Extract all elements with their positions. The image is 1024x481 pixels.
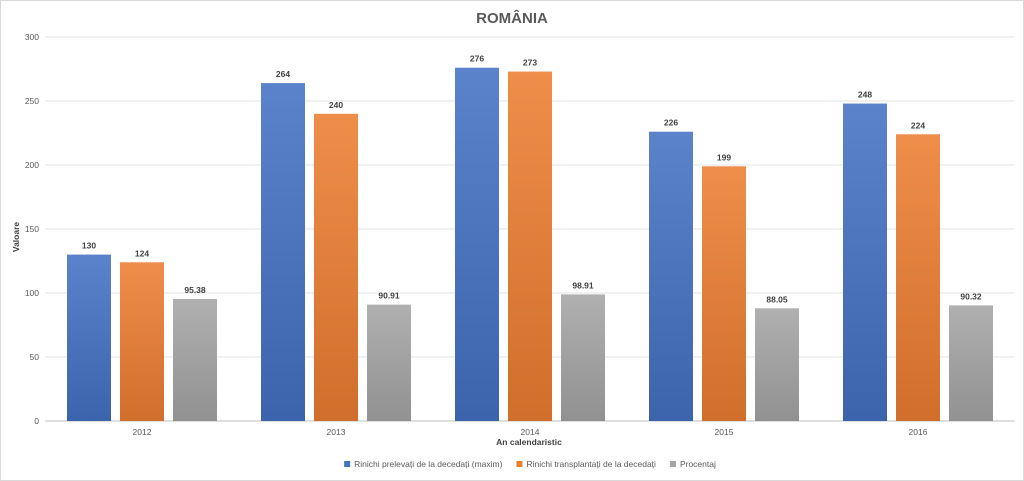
legend-item: Rinichi transplantați de la decedați [516, 459, 656, 469]
y-axis-label: Valoare [11, 222, 21, 253]
legend-label: Rinichi prelevați de la decedați (maxim) [354, 459, 503, 469]
bar-2012-series-1 [67, 254, 111, 421]
chart-title: ROMÂNIA [476, 9, 548, 27]
data-label: 224 [911, 120, 925, 130]
data-label: 226 [664, 118, 678, 128]
legend-swatch [516, 461, 523, 467]
data-label: 124 [135, 248, 149, 258]
data-label: 199 [717, 152, 731, 162]
data-label: 264 [276, 69, 290, 79]
x-axis-ticks: 2012 2013 2014 2015 2016 [133, 427, 928, 437]
y-tick-label: 50 [30, 352, 40, 362]
y-tick-label: 200 [25, 160, 39, 170]
bar-2016-series-1 [843, 103, 887, 421]
y-tick-label: 100 [25, 288, 39, 298]
legend-label: Procentaj [680, 459, 716, 469]
bar-2013-series-1 [261, 83, 305, 421]
bar-2016-series-3 [949, 305, 993, 421]
bar-2014-series-1 [455, 67, 499, 421]
y-tick-label: 150 [25, 224, 39, 234]
data-label: 130 [82, 241, 96, 251]
x-tick-label: 2015 [715, 427, 734, 437]
legend-swatch [669, 461, 676, 467]
bar-2014-series-3 [561, 294, 605, 421]
y-tick-label: 0 [34, 416, 39, 426]
y-tick-label: 250 [25, 96, 39, 106]
bar-2013-series-2 [314, 113, 358, 422]
bar-2014-series-2 [508, 71, 552, 421]
bar-2016-series-2 [896, 134, 940, 421]
data-labels: 130 124 95.38 264 240 90.91 276 273 98.91 226 199 8… [82, 54, 982, 305]
data-label: 273 [523, 58, 537, 68]
bar-2015-series-2 [702, 166, 746, 421]
x-tick-label: 2012 [133, 427, 152, 437]
x-tick-label: 2013 [327, 427, 346, 437]
data-label: 276 [470, 54, 484, 64]
y-tick-label: 300 [25, 32, 39, 42]
x-tick-label: 2016 [909, 427, 928, 437]
x-tick-label: 2014 [521, 427, 540, 437]
bars [67, 67, 993, 422]
data-label: 98.91 [572, 280, 594, 290]
data-label: 95.38 [184, 285, 206, 295]
data-label: 88.05 [766, 294, 788, 304]
legend: Rinichi prelevați de la decedați (maxim)… [344, 459, 716, 469]
data-label: 90.91 [378, 291, 400, 301]
bar-2012-series-3 [173, 298, 217, 421]
data-label: 248 [858, 90, 872, 100]
legend-item: Procentaj [669, 459, 716, 469]
legend-label: Rinichi transplantați de la decedați [526, 459, 656, 469]
bar-2015-series-1 [649, 131, 693, 421]
data-label: 240 [329, 100, 343, 110]
data-label: 90.32 [960, 291, 982, 301]
bar-2012-series-2 [120, 262, 164, 421]
x-axis-label: An calendaristic [496, 437, 562, 447]
y-axis-ticks: 0 50 100 150 200 250 300 [25, 32, 39, 426]
bar-2015-series-3 [755, 308, 799, 421]
legend-item: Rinichi prelevați de la decedați (maxim) [344, 459, 503, 469]
legend-swatch [344, 461, 351, 467]
bar-2013-series-3 [367, 304, 411, 421]
